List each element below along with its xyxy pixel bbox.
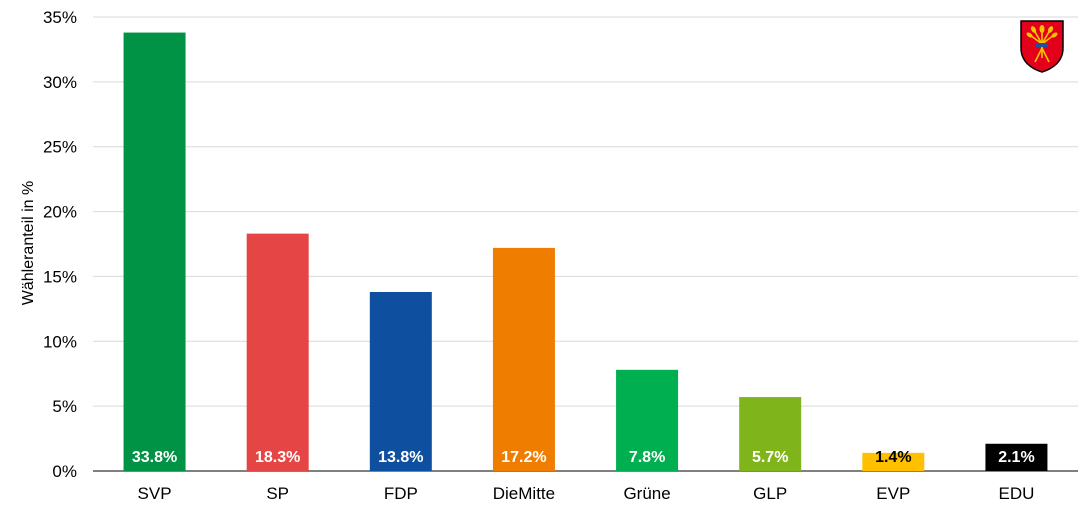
gridlines — [93, 16, 1078, 407]
x-category-label: FDP — [384, 484, 418, 503]
x-category-label: SVP — [138, 484, 172, 503]
data-label-evp: 1.4% — [875, 449, 911, 466]
y-tick-label: 35% — [43, 8, 77, 27]
data-label-svp: 33.8% — [132, 449, 177, 466]
y-tick-label: 5% — [52, 397, 77, 416]
x-axis-category-labels: SVP SP FDP DieMitte Grüne GLP EVP EDU — [138, 484, 1035, 503]
y-tick-label: 20% — [43, 203, 77, 222]
data-label-grüne: 7.8% — [629, 449, 665, 466]
x-category-label: EVP — [876, 484, 910, 503]
y-tick-label: 25% — [43, 138, 77, 157]
y-axis-tick-labels: 0% 5% 10% 15% 20% 25% 30% 35% — [43, 8, 77, 481]
y-axis-title: Wähleranteil in % — [20, 181, 37, 306]
bar-grüne — [616, 369, 679, 471]
bar-glp — [739, 397, 802, 471]
y-tick-label: 0% — [52, 462, 77, 481]
data-label-diemitte: 17.2% — [501, 449, 546, 466]
data-label-edu: 2.1% — [998, 449, 1034, 466]
x-category-label: GLP — [753, 484, 787, 503]
bar-sp — [246, 233, 309, 471]
bar-diemitte — [492, 247, 555, 471]
x-category-label: SP — [266, 484, 289, 503]
bar-fdp — [369, 291, 432, 471]
y-tick-label: 15% — [43, 267, 77, 286]
data-labels: 33.8% 18.3% 13.8% 17.2% 7.8% 5.7% 1.4% 2.1% — [132, 449, 1035, 466]
x-category-label: DieMitte — [493, 484, 555, 503]
data-label-glp: 5.7% — [752, 449, 788, 466]
x-category-label: EDU — [998, 484, 1034, 503]
y-tick-label: 30% — [43, 73, 77, 92]
bar-edu — [985, 443, 1048, 471]
y-tick-label: 10% — [43, 332, 77, 351]
bars — [123, 32, 1048, 472]
x-category-label: Grüne — [623, 484, 670, 503]
bar-svp — [123, 32, 186, 472]
data-label-sp: 18.3% — [255, 449, 300, 466]
bar-evp — [862, 452, 925, 471]
coat-of-arms-icon — [1020, 20, 1064, 73]
data-label-fdp: 13.8% — [378, 449, 423, 466]
